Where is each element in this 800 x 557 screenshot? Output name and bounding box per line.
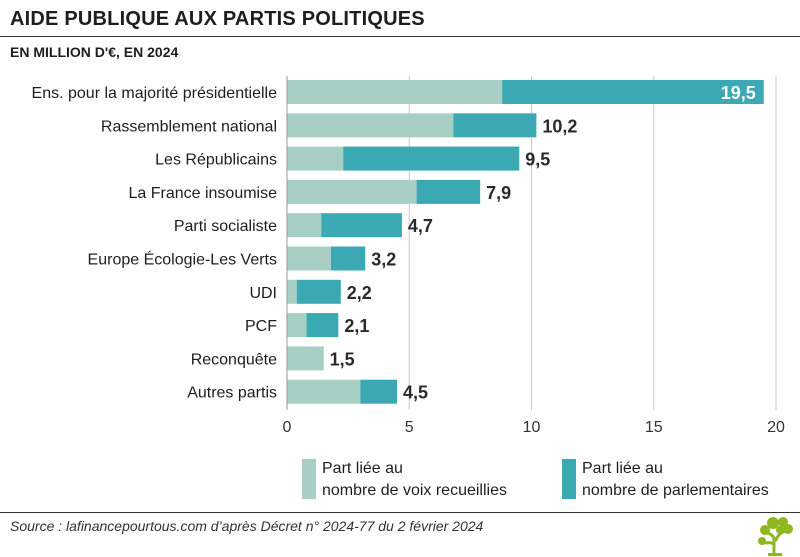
value-label-pcf: 2,1 xyxy=(344,316,369,336)
legend-swatch-parliament xyxy=(562,459,576,499)
legend-swatch-votes xyxy=(302,459,316,499)
legend-item-parliament: Part liée au nombre de parlementaires xyxy=(562,458,769,502)
value-label-les-republicains: 9,5 xyxy=(525,150,550,170)
category-label-ens-pour-la-majorite-presidentielle: Ens. pour la majorité présidentielle xyxy=(32,85,278,102)
bar-votes-autres-partis xyxy=(287,379,361,404)
chart-subtitle: EN MILLION D'€, EN 2024 xyxy=(10,44,179,60)
bar-votes-parti-socialiste xyxy=(287,213,322,238)
labels: Ens. pour la majorité présidentielle 19,5… xyxy=(32,83,756,403)
category-label-pcf: PCF xyxy=(245,318,277,335)
category-label-autres-partis: Autres partis xyxy=(187,385,277,402)
value-label-rassemblement-national: 10,2 xyxy=(542,116,577,136)
bar-parliament-autres-partis xyxy=(360,379,398,404)
bar-votes-europe-ecologie-les-verts xyxy=(287,246,332,271)
bar-parliament-ens-pour-la-majorite-presidentielle xyxy=(502,80,764,104)
bar-parliament-pcf xyxy=(306,313,339,338)
value-label-la-france-insoumise: 7,9 xyxy=(486,183,511,203)
bar-votes-udi xyxy=(287,279,297,304)
bar-votes-la-france-insoumise xyxy=(287,179,417,204)
value-label-ens-pour-la-majorite-presidentielle: 19,5 xyxy=(721,83,756,103)
category-label-la-france-insoumise: La France insoumise xyxy=(128,185,277,202)
category-label-europe-ecologie-les-verts: Europe Écologie-Les Verts xyxy=(88,250,277,269)
bar-votes-pcf xyxy=(287,313,307,338)
value-label-parti-socialiste: 4,7 xyxy=(408,216,433,236)
value-label-autres-partis: 4,5 xyxy=(403,383,428,403)
category-label-rassemblement-national: Rassemblement national xyxy=(101,118,277,135)
bar-parliament-udi xyxy=(296,279,341,304)
category-label-reconquete: Reconquête xyxy=(191,351,277,368)
legend-parliament-line2: nombre de parlementaires xyxy=(582,482,769,499)
category-label-les-republicains: Les Républicains xyxy=(155,152,277,169)
x-tick-label-0: 0 xyxy=(283,419,292,436)
value-label-europe-ecologie-les-verts: 3,2 xyxy=(371,250,396,270)
legend-item-votes: Part liée au nombre de voix recueillies xyxy=(302,458,507,502)
legend-votes-line2: nombre de voix recueillies xyxy=(322,482,507,499)
bar-parliament-rassemblement-national xyxy=(453,113,537,138)
category-label-udi: UDI xyxy=(249,285,277,302)
bar-parliament-la-france-insoumise xyxy=(416,179,481,204)
value-label-udi: 2,2 xyxy=(347,283,372,303)
x-tick-label-15: 15 xyxy=(645,419,663,436)
x-tick-label-10: 10 xyxy=(523,419,541,436)
legend-votes-line1: Part liée au xyxy=(322,460,403,477)
bar-votes-rassemblement-national xyxy=(287,113,454,138)
value-label-reconquete: 1,5 xyxy=(330,349,355,369)
legend-parliament-line1: Part liée au xyxy=(582,460,663,477)
bar-votes-reconquete xyxy=(287,346,324,371)
chart-title: AIDE PUBLIQUE AUX PARTIS POLITIQUES xyxy=(10,8,425,30)
title-divider xyxy=(0,36,800,37)
footer-divider xyxy=(0,512,800,513)
bar-votes-les-republicains xyxy=(287,146,344,171)
bar-parliament-parti-socialiste xyxy=(321,213,402,238)
bars xyxy=(287,80,764,404)
tree-logo-icon xyxy=(758,517,793,556)
x-tick-label-20: 20 xyxy=(767,419,785,436)
bar-parliament-les-republicains xyxy=(343,146,520,171)
x-tick-label-5: 5 xyxy=(405,419,414,436)
source-note: Source : lafinancepourtous.com d’après D… xyxy=(10,518,484,534)
bar-votes-ens-pour-la-majorite-presidentielle xyxy=(287,80,503,104)
bar-parliament-europe-ecologie-les-verts xyxy=(331,246,366,271)
x-axis: 0 5 10 15 20 xyxy=(283,76,785,436)
category-label-parti-socialiste: Parti socialiste xyxy=(174,218,277,235)
